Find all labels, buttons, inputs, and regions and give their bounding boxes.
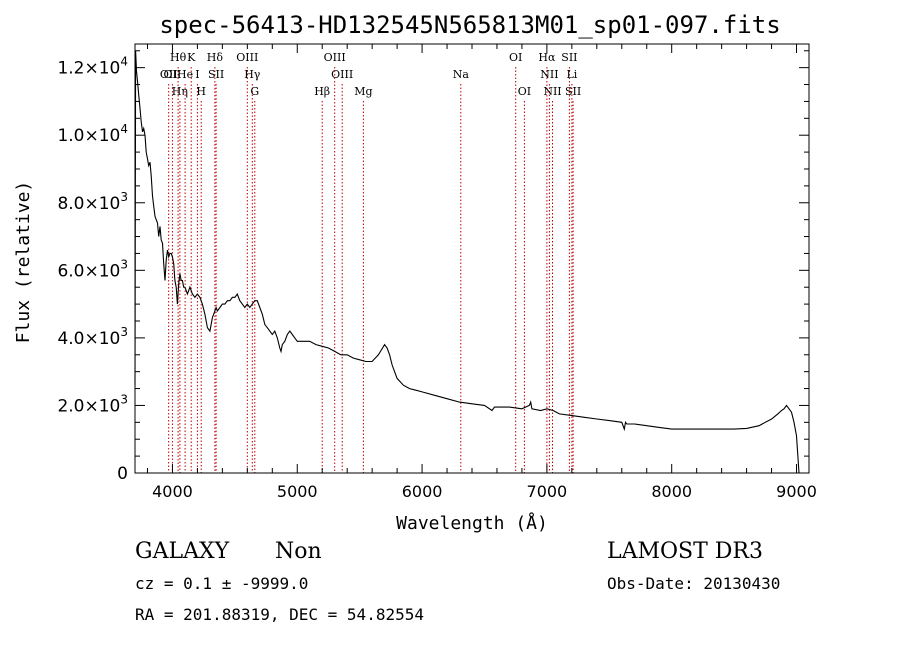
- emission-line-markers: [168, 67, 574, 473]
- x-tick-label: 5000: [277, 482, 318, 501]
- x-axis-label: Wavelength (Å): [396, 512, 548, 534]
- y-tick-label: 4.0×103: [57, 325, 128, 349]
- line-marker-label: Mg: [354, 85, 372, 98]
- survey-name: LAMOST DR3: [607, 539, 763, 564]
- y-tick-label: 8.0×103: [57, 190, 128, 214]
- line-marker-label: OII: [160, 68, 178, 81]
- y-axis-label: Flux (relative): [13, 181, 34, 344]
- line-marker-label: Hα: [538, 51, 556, 64]
- line-marker-label: Hδ: [207, 51, 224, 64]
- redshift-line: cz = 0.1 ± -9999.0: [135, 574, 308, 593]
- x-tick-label: 4000: [152, 482, 193, 501]
- line-marker-label: SII: [208, 68, 224, 81]
- y-tick-label: 6.0×103: [57, 257, 128, 281]
- line-marker-label: OI: [509, 51, 522, 64]
- object-subclass: Non: [275, 539, 322, 564]
- line-marker-label: OIII: [236, 51, 258, 64]
- line-marker-label: NII: [540, 68, 558, 81]
- line-marker-label: Li: [566, 68, 577, 81]
- line-marker-label: K: [187, 51, 196, 64]
- line-marker-label: SII: [565, 85, 581, 98]
- x-tick-label: 9000: [776, 482, 817, 501]
- y-tick-label: 0: [117, 464, 128, 484]
- line-marker-label: I: [195, 68, 199, 81]
- line-marker-label: Hβ: [314, 85, 330, 98]
- plot-frame: [134, 43, 810, 474]
- line-marker-label: OIII: [324, 51, 346, 64]
- y-tick-label: 1.0×104: [57, 122, 128, 146]
- coordinates-line: RA = 201.88319, DEC = 54.82554: [135, 605, 424, 624]
- line-marker-label: SII: [561, 51, 577, 64]
- line-marker-label: Hθ: [170, 51, 187, 64]
- figure-title: spec-56413-HD132545N565813M01_sp01-097.f…: [159, 11, 780, 39]
- y-tick-label: 1.2×104: [57, 55, 128, 79]
- x-axis-ticks: 4000 5000 6000 7000 8000 9000: [146, 44, 817, 501]
- line-marker-label: OIII: [331, 68, 353, 81]
- object-class: GALAXY: [135, 539, 230, 564]
- flux-series-line: [134, 50, 800, 474]
- x-tick-label: 8000: [651, 482, 692, 501]
- line-marker-label: NII: [543, 85, 561, 98]
- line-marker-label: Hη: [172, 85, 188, 98]
- line-marker-label: Na: [453, 68, 470, 81]
- x-tick-label: 7000: [527, 482, 568, 501]
- y-tick-label: 2.0×103: [57, 392, 128, 416]
- line-marker-label: OII: [164, 68, 182, 81]
- x-tick-label: 6000: [402, 482, 443, 501]
- line-marker-label: Hγ: [244, 68, 261, 81]
- line-marker-label: OI: [518, 85, 531, 98]
- line-marker-label: H: [196, 85, 206, 98]
- y-axis-ticks: 0 2.0×103 4.0×103 6.0×103 8.0×103 1.0×104 1.2×…: [57, 50, 809, 484]
- observation-date: Obs-Date: 20130430: [607, 574, 780, 593]
- line-marker-label: G: [250, 85, 259, 98]
- line-marker-label: He: [177, 68, 193, 81]
